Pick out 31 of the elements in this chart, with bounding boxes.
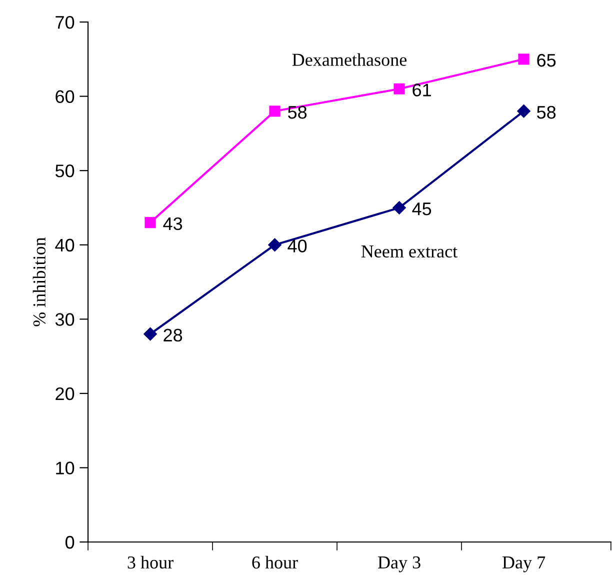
data-label: 61 [412, 84, 431, 96]
y-axis-title: % inhibition [32, 237, 46, 326]
point [144, 327, 157, 341]
data-label: 45 [412, 202, 432, 216]
data-label: 40 [288, 240, 307, 252]
x-tick-label: Day 3 [378, 556, 420, 572]
point [268, 238, 282, 252]
y-tick-label: 30 [55, 313, 74, 326]
y-tick-label: 40 [55, 238, 74, 252]
x-tick-label: Day 7 [502, 556, 546, 572]
y-tick-label: 0 [65, 536, 74, 549]
point [518, 54, 530, 65]
data-label: 58 [288, 106, 307, 119]
y-tick-label: 20 [56, 387, 74, 400]
data-label: 58 [536, 106, 556, 119]
y-tick-label: 50 [55, 164, 74, 178]
y-tick-label: 70 [56, 16, 74, 29]
series-label: Neem extract [361, 246, 458, 258]
x-tick-label: 6 hour [252, 556, 298, 569]
data-label: 65 [537, 54, 556, 67]
data-label: 43 [163, 217, 182, 230]
point [269, 106, 280, 117]
data-label: 28 [164, 328, 182, 342]
point [394, 83, 405, 94]
point [517, 104, 530, 118]
y-tick-label: 60 [56, 90, 74, 104]
series-label: Dexamethasone [292, 53, 406, 66]
x-tick-label: 3 hour [128, 556, 174, 569]
point [392, 201, 406, 214]
y-tick-label: 10 [56, 462, 74, 474]
point [144, 217, 156, 228]
